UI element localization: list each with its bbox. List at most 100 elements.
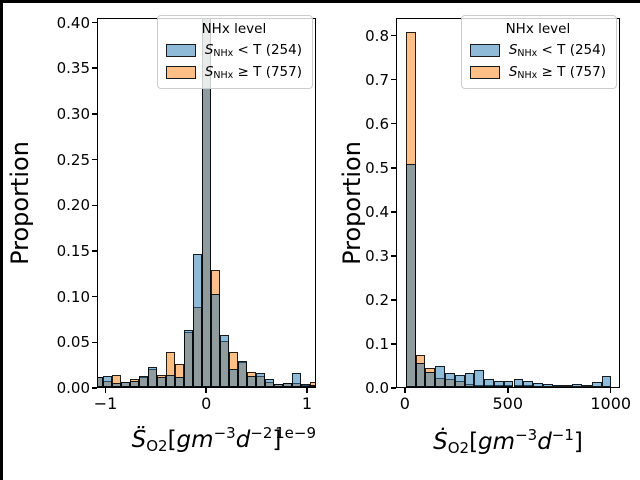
histogram-bar-blue <box>523 381 534 387</box>
histogram-bar-blue <box>493 381 504 387</box>
y-tick-mark <box>391 211 396 213</box>
y-tick-label: 0.05 <box>56 333 90 352</box>
histogram-bar-blue <box>138 376 148 387</box>
x-tick-label: −1 <box>93 394 118 413</box>
y-tick-mark <box>391 78 396 81</box>
right-xlabel-subscript: O2 <box>447 439 470 457</box>
legend-entry-label: SNHx ≥ T (757) <box>205 64 302 81</box>
legend-entry-text: ≥ T (757) <box>537 64 606 80</box>
y-tick-mark <box>92 21 97 24</box>
histogram-bar-blue <box>291 373 301 387</box>
histogram-bar-blue <box>454 374 465 387</box>
x-tick-mark <box>306 388 308 393</box>
y-tick-label: 0.40 <box>56 13 90 32</box>
histogram-bar-blue <box>219 335 229 387</box>
y-tick-mark <box>391 122 396 125</box>
y-tick-label: 0.2 <box>365 290 389 309</box>
legend-title: NHx level <box>505 21 571 37</box>
x-tick-mark <box>104 388 107 393</box>
left-xlabel-symbol: S̈ <box>131 427 147 453</box>
right-xlabel-exponent-1: −3 <box>515 426 538 444</box>
y-tick-mark <box>391 255 396 257</box>
legend-symbol-subscript: NHx <box>213 70 234 81</box>
window-edge-left <box>0 0 3 480</box>
legend-entry-blue: SNHx < T (254) <box>469 42 606 59</box>
histogram-bar-blue <box>425 372 436 387</box>
blue-patch-icon <box>469 44 500 57</box>
histogram-bar-blue <box>582 385 592 387</box>
left-axis-offset-text: 1e−9 <box>275 424 316 442</box>
left-xlabel-units-d: d <box>235 427 251 453</box>
x-tick-label: 0 <box>399 394 410 413</box>
legend-entry-text: < T (254) <box>537 42 606 58</box>
right-legend: NHx level SNHx < T (254) SNHx ≥ T (757) <box>460 15 617 89</box>
y-tick-label: 0.30 <box>56 104 90 123</box>
legend-symbol: S <box>508 64 518 80</box>
histogram-bar-blue <box>156 377 166 387</box>
y-tick-mark <box>92 204 97 207</box>
y-tick-label: 0.25 <box>56 150 90 169</box>
x-tick-mark <box>404 388 406 393</box>
histogram-bar-blue <box>120 381 130 387</box>
y-tick-label: 0.0 <box>365 379 389 397</box>
legend-entry-label: SNHx < T (254) <box>205 42 302 59</box>
y-tick-mark <box>92 387 97 389</box>
left-ylabel: Proportion <box>6 141 34 265</box>
y-tick-mark <box>92 67 97 69</box>
left-xlabel-exponent-2: −2 <box>250 424 273 442</box>
y-tick-label: 0.3 <box>365 246 389 265</box>
y-tick-mark <box>92 341 97 344</box>
y-tick-label: 0.35 <box>56 59 90 78</box>
histogram-bar-blue <box>264 378 274 387</box>
histogram-bar-blue <box>444 373 455 387</box>
y-tick-mark <box>391 387 396 389</box>
histogram-bar-blue <box>562 385 573 387</box>
legend-entry-orange: SNHx ≥ T (757) <box>165 64 302 81</box>
histogram-bar-blue <box>165 375 175 387</box>
y-tick-label: 0.8 <box>365 26 389 45</box>
left-xlabel-bracket-close: ] <box>272 427 282 453</box>
y-tick-mark <box>391 299 396 301</box>
legend-symbol: S <box>508 42 518 58</box>
histogram-bar-blue <box>601 376 612 387</box>
legend-entry-text: < T (254) <box>233 42 302 58</box>
y-tick-label: 0.6 <box>365 114 389 133</box>
window-edge-top <box>0 0 640 3</box>
legend-symbol: S <box>204 42 214 58</box>
legend-symbol-subscript: NHx <box>517 70 538 81</box>
y-tick-mark <box>92 113 97 115</box>
histogram-bar-blue <box>474 369 485 387</box>
x-tick-label: 500 <box>492 394 524 413</box>
legend-entry-label: SNHx < T (254) <box>509 42 606 59</box>
histogram-bar-blue <box>435 365 445 387</box>
y-tick-label: 0.1 <box>365 334 389 353</box>
left-legend: NHx level SNHx < T (254) SNHx ≥ T (757) <box>156 15 313 89</box>
y-tick-label: 0.20 <box>56 196 90 215</box>
left-xlabel-subscript: O2 <box>146 437 168 455</box>
right-xlabel-units: gm <box>478 429 516 455</box>
histogram-bar-blue <box>273 384 283 387</box>
y-tick-label: 0.15 <box>56 241 90 260</box>
y-tick-mark <box>391 34 396 37</box>
y-tick-label: 0.5 <box>365 158 389 177</box>
histogram-bar-blue <box>405 163 416 387</box>
x-tick-mark <box>609 388 612 393</box>
histogram-bar-blue <box>282 383 292 387</box>
orange-patch-icon <box>469 66 500 79</box>
y-tick-mark <box>391 167 396 169</box>
legend-symbol: S <box>204 64 214 80</box>
plot-area-right <box>396 18 620 388</box>
histogram-bar-blue <box>255 373 265 387</box>
histogram-bar-blue <box>201 19 211 387</box>
legend-symbol-subscript: NHx <box>213 48 234 59</box>
histogram-bar-blue <box>591 382 602 387</box>
legend-symbol-subscript: NHx <box>517 48 538 59</box>
histogram-bar-blue <box>552 384 563 387</box>
left-xlabel: S̈O2[gm−3d−2] <box>97 418 316 461</box>
left-xlabel-exponent-1: −3 <box>213 424 236 442</box>
histogram-bar-blue <box>503 380 514 387</box>
histogram-bar-blue <box>102 376 112 387</box>
histogram-bar-blue <box>415 363 426 387</box>
histogram-bar-blue <box>513 379 524 387</box>
legend-entry-orange: SNHx ≥ T (757) <box>469 64 606 81</box>
